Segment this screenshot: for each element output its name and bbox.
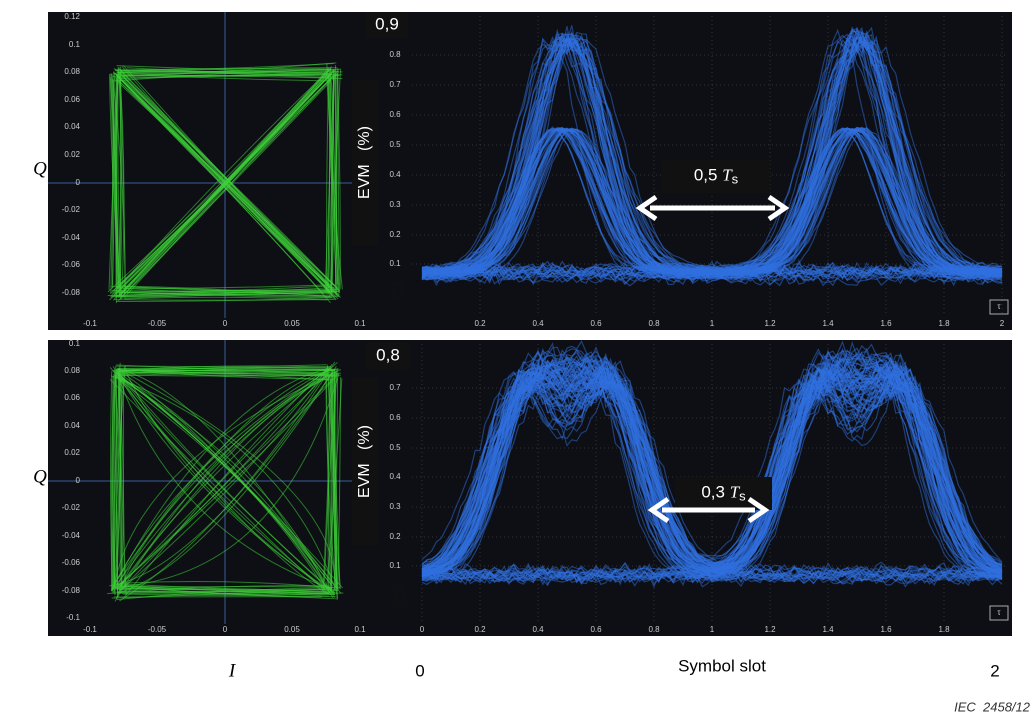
annotation-subscript: s [739,489,746,504]
y-tick-label: 0.5 [389,443,401,452]
y-tick-label: 0.2 [389,532,401,541]
y-tick-label: -0.08 [62,586,81,595]
y-tick-label: 0.2 [389,230,401,239]
x-tick-label: 1 [710,625,715,634]
y-tick-label: 0.1 [69,339,81,348]
x-tick-label: 0.2 [474,625,486,634]
x-tick-label: 0.2 [474,319,486,328]
annotation-value: 0,3 [701,483,725,502]
peak-label: 0,9 [375,14,399,33]
y-tick-label: -0.08 [62,288,81,297]
axis-start: 0 [415,661,424,680]
x-tick-label: 1.4 [822,319,834,328]
x-tick-label: 0.6 [590,319,602,328]
x-tick-label: 1.8 [938,625,950,634]
axis-label: EVM (%) [356,126,373,199]
y-tick-label: 0.6 [389,413,401,422]
x-tick-label: 1.2 [764,319,776,328]
y-tick-label: 0.06 [64,393,80,402]
x-tick-label: -0.05 [148,625,167,634]
figure-id: IEC 2458/12 [954,699,1031,714]
x-tick-label: 0.6 [590,625,602,634]
y-tick-label: 0.7 [389,383,401,392]
y-tick-label: 0.3 [389,502,401,511]
y-tick-label: -0.02 [62,503,81,512]
y-tick-label: 0.7 [389,80,401,89]
x-tick-label: 0.8 [648,319,660,328]
figure: 0.120.10.080.060.040.020-0.02-0.04-0.06-… [0,0,1036,720]
y-tick-label: -0.06 [62,558,81,567]
x-tick-label: 1.2 [764,625,776,634]
y-tick-label: -0.02 [62,205,81,214]
zero-label: 0 [392,278,404,303]
y-tick-label: 0 [76,178,81,187]
x-tick-label: 1 [710,319,715,328]
y-tick-label: 0.4 [389,472,401,481]
axis-label: Q [33,466,47,487]
x-tick-label: 0 [420,625,425,634]
axis-label: Q [33,158,47,179]
x-tick-label: 0.05 [284,625,300,634]
y-tick-label: 0.06 [64,95,80,104]
y-tick-label: 0.5 [389,140,401,149]
x-tick-label: 0.05 [284,319,300,328]
y-tick-label: 0 [76,476,81,485]
y-tick-label: 0.12 [64,12,80,21]
x-tick-label: 1.4 [822,625,834,634]
y-tick-label: 0.1 [389,561,401,570]
annotation-subscript: s [732,172,739,187]
y-tick-label: 0.8 [389,50,401,59]
y-tick-label: 0.6 [389,110,401,119]
x-tick-label: 0.1 [354,625,366,634]
axis-label: I [228,660,237,681]
axis-label: EVM (%) [356,425,373,498]
x-tick-label: -0.1 [83,319,97,328]
y-tick-label: 0.04 [64,122,80,131]
x-tick-label: 0.4 [532,625,544,634]
y-tick-label: 0.04 [64,421,80,430]
y-tick-label: 0.08 [64,366,80,375]
x-tick-label: 0.4 [532,319,544,328]
x-tick-label: 0.1 [354,319,366,328]
x-tick-label: 2 [1000,319,1005,328]
axis-end: 2 [990,661,999,680]
y-tick-label: -0.04 [62,531,81,540]
y-tick-label: 0.1 [69,40,81,49]
y-tick-label: 0.3 [389,200,401,209]
zero-label: 0 [394,584,406,609]
axis-label: Symbol slot [678,656,766,675]
y-tick-label: 0.08 [64,67,80,76]
y-tick-label: -0.04 [62,233,81,242]
x-tick-label: 1.8 [938,319,950,328]
x-tick-label: -0.05 [148,319,167,328]
y-tick-label: 0.02 [64,448,80,457]
x-tick-label: -0.1 [83,625,97,634]
peak-label: 0,8 [376,345,400,364]
x-tick-label: 0.8 [648,625,660,634]
y-tick-label: -0.06 [62,260,81,269]
y-tick-label: 0.1 [389,259,401,268]
x-tick-label: 0 [223,625,228,634]
y-tick-label: 0.02 [64,150,80,159]
annotation-value: 0,5 [694,166,718,185]
x-tick-label: 1.6 [880,625,892,634]
x-tick-label: 0 [223,319,228,328]
y-tick-label: -0.1 [66,613,80,622]
x-tick-label: 1.6 [880,319,892,328]
y-tick-label: 0.4 [389,170,401,179]
